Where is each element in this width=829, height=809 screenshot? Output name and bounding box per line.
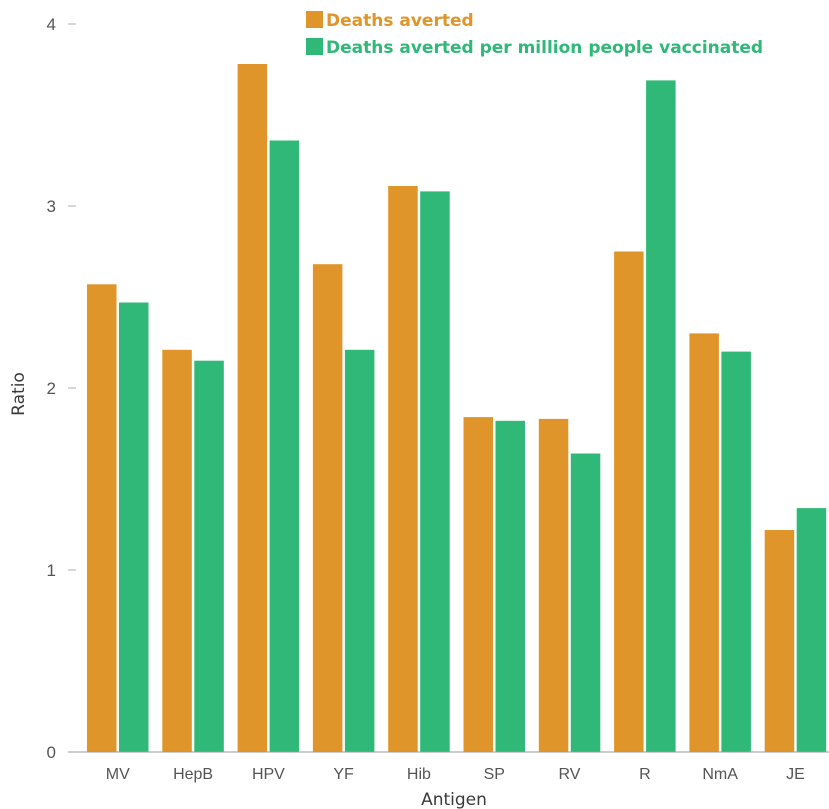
x-tick-label: JE [786,766,805,783]
bar-deaths-averted-per-million-sp [495,420,525,752]
bar-deaths-averted-yf [312,264,343,752]
bar-deaths-averted-rv [538,418,569,752]
x-tick-label: HepB [173,766,213,783]
y-tick-label: 3 [47,197,56,216]
bar-deaths-averted-per-million-r [646,80,676,752]
bar-deaths-averted-per-million-je [796,508,827,752]
legend-swatch-deaths-averted [306,11,323,28]
bar-deaths-averted-per-million-rv [570,453,601,752]
bar-deaths-averted-per-million-hib [420,191,450,752]
legend-label-deaths-averted-per-million: Deaths averted per million people vaccin… [326,38,763,58]
x-tick-label: RV [559,766,581,783]
bar-deaths-averted-per-million-mv [119,302,149,752]
bar-deaths-averted-r [614,251,644,752]
bar-deaths-averted-hepb [162,349,192,752]
x-axis: MV HepB HPV YF Hib SP RV R NmA JE [106,766,805,783]
y-tick-label: 2 [47,379,56,398]
bar-deaths-averted-nma [689,333,719,752]
legend-label-deaths-averted: Deaths averted [326,11,474,31]
y-tick-label: 4 [47,15,56,34]
x-tick-label: SP [484,766,505,783]
bar-deaths-averted-je [764,530,795,752]
y-axis: 0 1 2 3 4 [47,15,76,762]
y-tick-label: 1 [47,561,56,580]
bars [87,64,827,752]
x-axis-title: Antigen [421,790,487,809]
bar-deaths-averted-per-million-nma [721,351,751,752]
y-tick-label: 0 [47,743,56,762]
bar-deaths-averted-per-million-yf [344,349,375,752]
x-tick-label: Hib [407,766,431,783]
x-tick-label: MV [106,766,130,783]
x-tick-label: NmA [702,766,738,783]
x-tick-label: HPV [252,766,285,783]
bar-deaths-averted-sp [463,417,493,752]
bar-deaths-averted-mv [87,284,117,752]
x-tick-label: YF [333,766,354,783]
y-axis-title: Ratio [9,372,29,416]
legend-swatch-deaths-averted-per-million [306,38,323,55]
x-tick-label: R [639,766,651,783]
bar-deaths-averted-per-million-hepb [194,360,224,752]
bar-deaths-averted-hib [388,186,418,752]
bar-deaths-averted-per-million-hpv [269,140,300,752]
legend: Deaths averted Deaths averted per millio… [306,11,763,58]
bar-deaths-averted-hpv [237,64,268,752]
